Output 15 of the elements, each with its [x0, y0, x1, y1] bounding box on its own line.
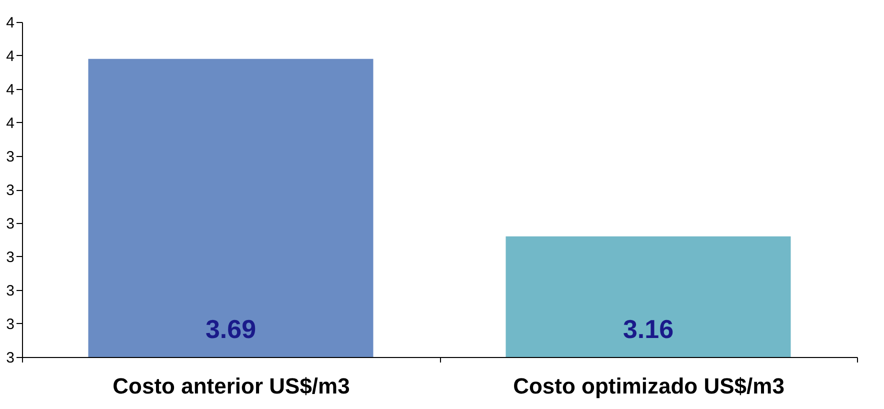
y-tick-label: 3 [6, 182, 14, 199]
y-tick-label: 4 [6, 115, 14, 132]
y-tick-label: 4 [6, 82, 14, 98]
y-tick-label: 3 [6, 148, 14, 166]
y-tick-label: 3 [6, 249, 14, 266]
y-tick-label: 3 [6, 350, 14, 366]
y-tick-label: 3 [6, 282, 14, 300]
y-tick-label: 3 [6, 216, 14, 232]
data-label: 3.69 [205, 314, 256, 344]
y-tick-label: 3 [6, 316, 14, 333]
x-tick-label: Costo anterior US$/m3 [112, 374, 350, 398]
y-tick-label: 4 [6, 48, 14, 65]
x-tick-label: Costo optimizado US$/m3 [513, 374, 784, 398]
data-label: 3.16 [622, 314, 674, 344]
y-tick-label: 4 [6, 14, 14, 32]
